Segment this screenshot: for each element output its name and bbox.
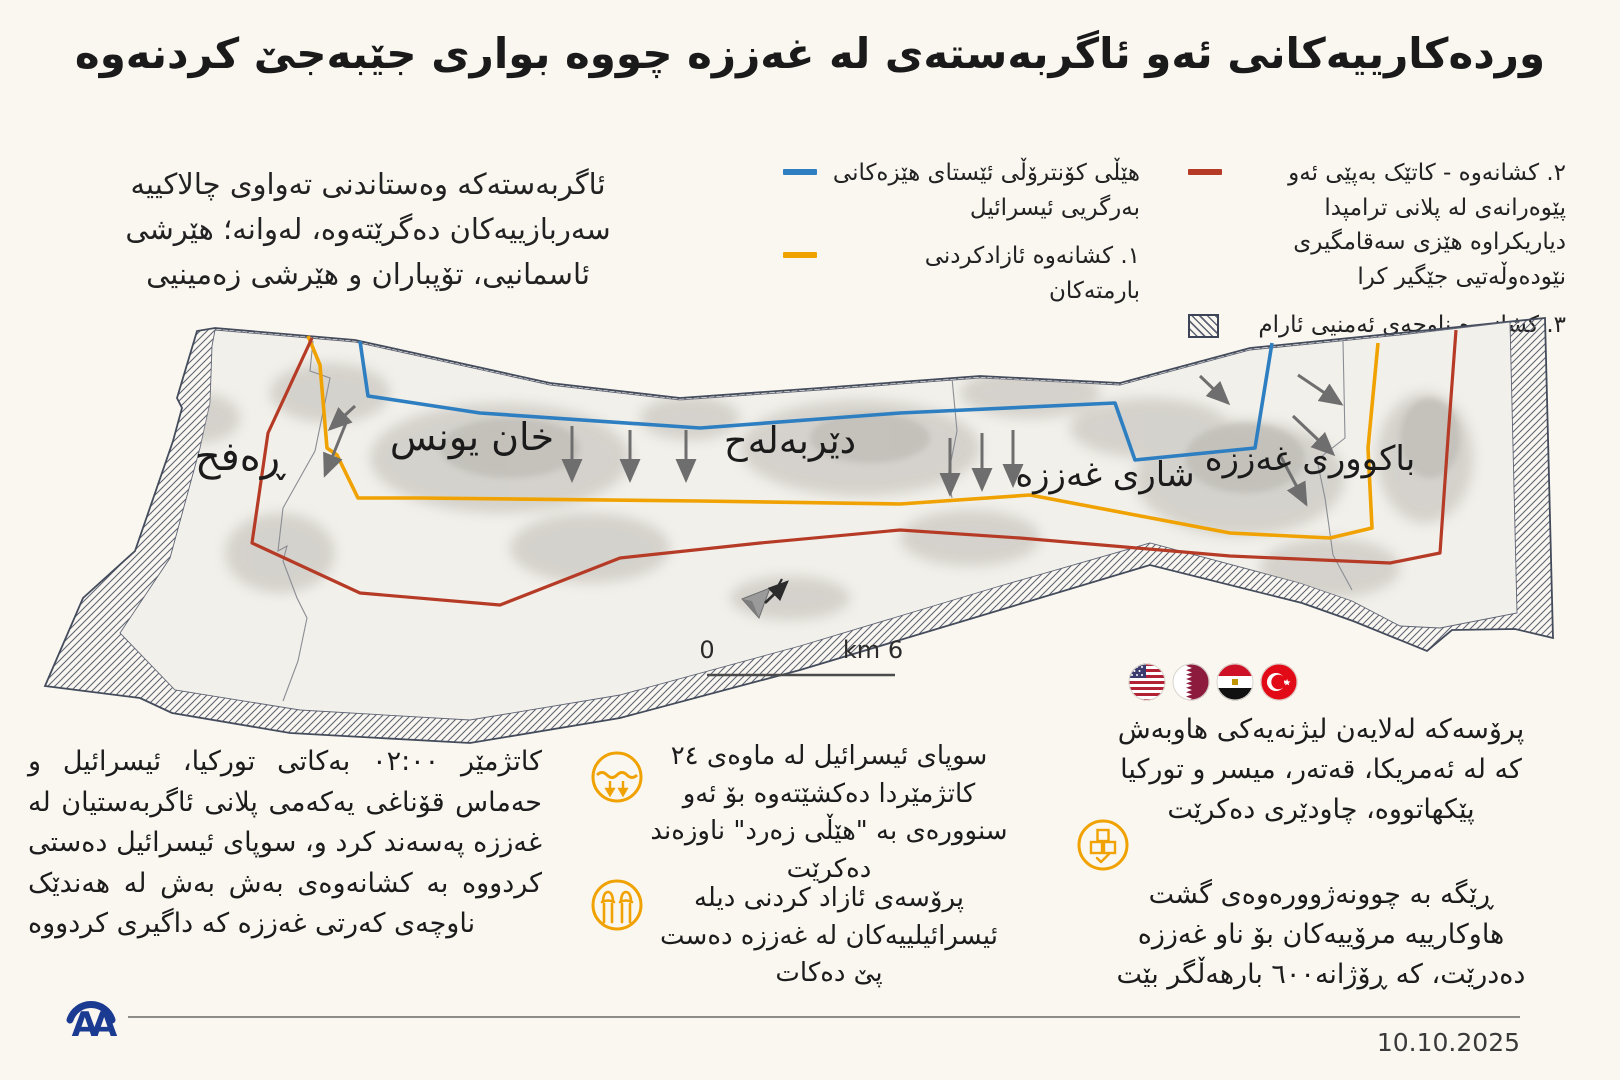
label-deir-al-balah: دێربەلەح xyxy=(724,419,856,462)
label-north-gaza: باکووری غەززە xyxy=(1205,439,1416,479)
hostage-release-icon xyxy=(591,879,643,931)
egypt-flag-icon xyxy=(1216,663,1254,701)
humanitarian-aid-icon xyxy=(1077,819,1129,871)
idf-current-control-line xyxy=(358,340,1274,462)
note-army-withdrawal-24h: سوپای ئیسرائیل لە ماوەی ٢٤ کاتژمێردا دەک… xyxy=(650,741,1008,885)
legend-item-yellow-line: ١. کشانەوە ئازادکردنی بارمتەکان xyxy=(783,239,1140,308)
red-line-swatch xyxy=(1188,169,1222,175)
withdrawal-line-icon xyxy=(591,751,643,803)
qatar-flag-icon xyxy=(1172,663,1210,701)
turkiye-flag-icon xyxy=(1260,663,1298,701)
scale-start-label: 0 xyxy=(699,636,714,664)
mediator-flags-row xyxy=(1128,663,1298,701)
label-khan-younis: خان یونس xyxy=(390,415,554,460)
yellow-line-swatch xyxy=(783,252,817,258)
withdrawal-phase1-yellow-line xyxy=(306,335,1380,540)
map-city-labels: ڕەفح خان یونس دێربەلەح شاری غەززە باکوور… xyxy=(195,415,1415,495)
page-title: وردەکارییەکانی ئەو ئاگربەستەی لە غەززە چ… xyxy=(74,29,1546,78)
svg-text:AA: AA xyxy=(72,1005,118,1042)
hatch-area-swatch xyxy=(1188,314,1219,338)
label-gaza-city: شاری غەززە xyxy=(1015,455,1194,495)
legend-label: هێڵی کۆنترۆڵی ئێستای هێزەکانی بەرگریی ئی… xyxy=(832,160,1140,221)
legend-left-column: هێڵی کۆنترۆڵی ئێستای هێزەکانی بەرگریی ئی… xyxy=(783,156,1140,308)
north-arrow-icon xyxy=(741,578,789,619)
withdrawal-direction-arrows xyxy=(323,373,1344,507)
footer-divider xyxy=(128,1016,1520,1018)
scale-bar: 0 6 km xyxy=(699,636,903,677)
legend-item-red-line: ٢. کشانەوە - کاتێک بەپێی ئەو پێوەرانەی ل… xyxy=(1188,156,1566,294)
note-aid-trucks: ڕێگە بە چوونەژوورەوەی گشت هاوکارییە مرۆی… xyxy=(1116,879,1526,990)
gaza-strip-map: ڕەفح خان یونس دێربەلەح شاری غەززە باکوور… xyxy=(43,317,1554,744)
withdrawal-phase2-red-line xyxy=(250,329,1458,607)
label-rafah: ڕەفح xyxy=(195,434,287,480)
blue-line-swatch xyxy=(783,169,817,175)
intro-paragraph: ئاگربەستەکە وەستاندنی تەواوی چالاکییە سە… xyxy=(125,167,611,291)
note-ceasefire-start: کاتژمێر ٠٢:٠٠ بەکاتی تورکیا، ئیسرائیل و … xyxy=(28,746,542,939)
scale-end-label: 6 km xyxy=(843,636,903,664)
urban-area-texture xyxy=(160,363,1473,620)
note-joint-committee: پرۆسەکە لەلایەن لیژنەیەکی هاوبەش کە لە ئ… xyxy=(1117,714,1525,825)
usa-flag-icon xyxy=(1128,663,1166,701)
legend-item-blue-line: هێڵی کۆنترۆڵی ئێستای هێزەکانی بەرگریی ئی… xyxy=(783,156,1140,225)
legend-label: ١. کشانەوە ئازادکردنی بارمتەکان xyxy=(924,243,1140,304)
anadolu-agency-logo: AA xyxy=(66,1001,118,1042)
legend-label: ٢. کشانەوە - کاتێک بەپێی ئەو پێوەرانەی ل… xyxy=(1288,160,1566,290)
publication-date: 10.10.2025 xyxy=(1376,1028,1520,1057)
note-prisoner-release: پرۆسەی ئازاد کردنی دیله ئیسرائیلییەکان ل… xyxy=(660,883,998,989)
